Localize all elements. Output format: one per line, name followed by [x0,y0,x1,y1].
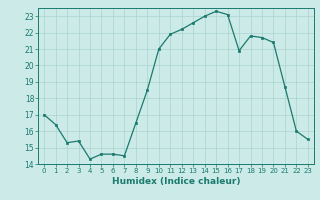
X-axis label: Humidex (Indice chaleur): Humidex (Indice chaleur) [112,177,240,186]
